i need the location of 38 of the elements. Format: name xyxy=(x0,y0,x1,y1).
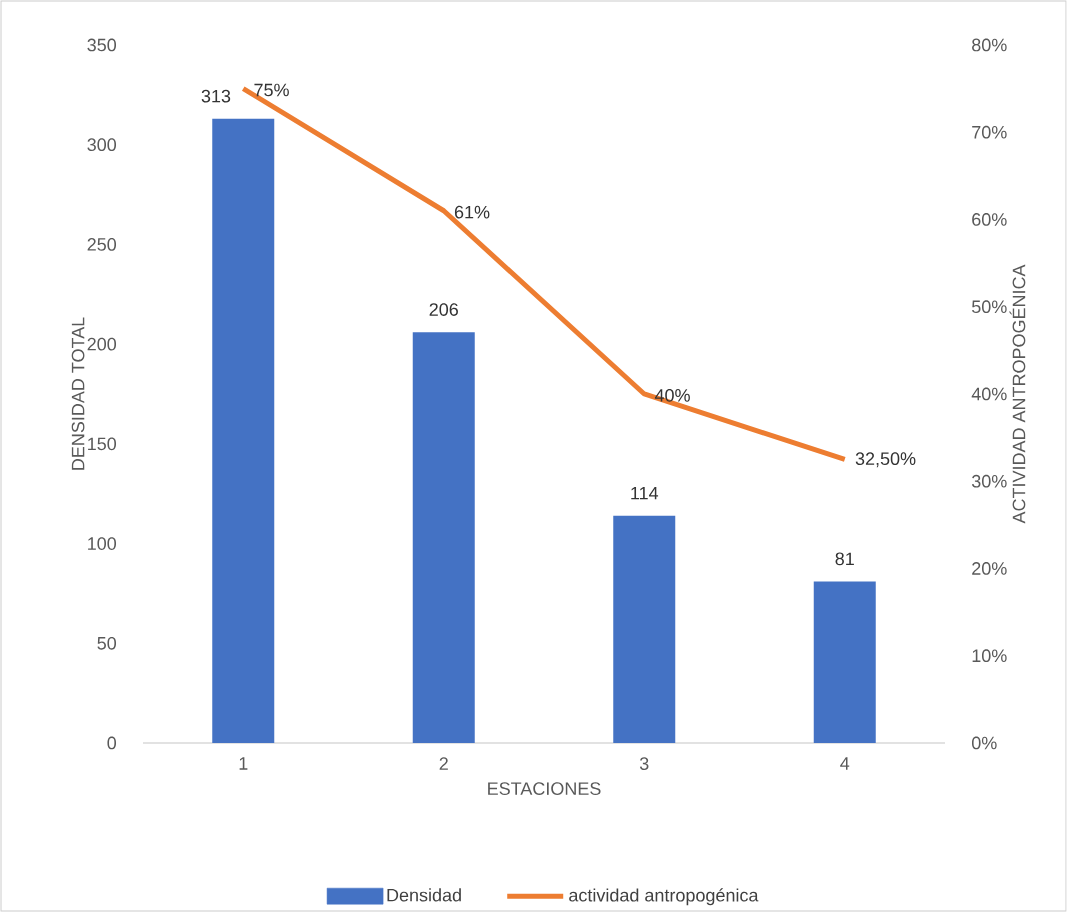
bar xyxy=(813,581,876,743)
y-tick-label: 300 xyxy=(87,138,117,152)
data-label: 206 xyxy=(429,303,458,316)
y-tick-label: 200 xyxy=(87,337,117,351)
bar xyxy=(412,332,475,743)
y2-tick-label: 70% xyxy=(972,125,1007,139)
y-tick-label: 150 xyxy=(88,437,117,451)
bar xyxy=(613,515,676,743)
x-tick-label: 4 xyxy=(840,757,850,770)
data-label: 40% xyxy=(654,388,690,402)
y2-axis-title: ACTIVIDAD ANTROPOGÉNICA xyxy=(1009,264,1026,524)
data-label: 75% xyxy=(254,83,289,97)
y-tick-label: 250 xyxy=(87,238,117,251)
y2-tick-label: 30% xyxy=(971,474,1007,488)
x-tick-label: 1 xyxy=(239,757,248,770)
data-label: 81 xyxy=(835,552,854,566)
y2-tick-label: 20% xyxy=(972,562,1007,575)
y2-tick-label: 50% xyxy=(971,300,1007,314)
y2-tick-label: 10% xyxy=(972,649,1007,663)
x-tick-label: 3 xyxy=(639,757,649,770)
y2-tick-label: 60% xyxy=(972,213,1007,226)
y-tick-label: 100 xyxy=(88,537,117,550)
legend-label: actividad antropogénica xyxy=(569,888,759,906)
data-label: 61% xyxy=(454,205,490,219)
data-label: 313 xyxy=(201,89,231,103)
y2-tick-label: 80% xyxy=(972,38,1007,52)
x-axis-title: ESTACIONES xyxy=(488,782,601,795)
y2-tick-label: 0% xyxy=(971,736,997,750)
legend-label: Densidad xyxy=(387,888,461,902)
y2-tick-label: 40% xyxy=(971,387,1007,401)
y-tick-label: 350 xyxy=(87,38,117,52)
bar xyxy=(212,118,275,743)
y-axis-title: DENSIDAD TOTAL xyxy=(71,317,85,470)
data-label: 32,50% xyxy=(855,452,916,468)
y-tick-label: 50 xyxy=(97,636,117,650)
y-tick-label: 0 xyxy=(107,736,117,750)
data-label: 114 xyxy=(631,486,659,500)
x-tick-label: 2 xyxy=(439,757,448,770)
